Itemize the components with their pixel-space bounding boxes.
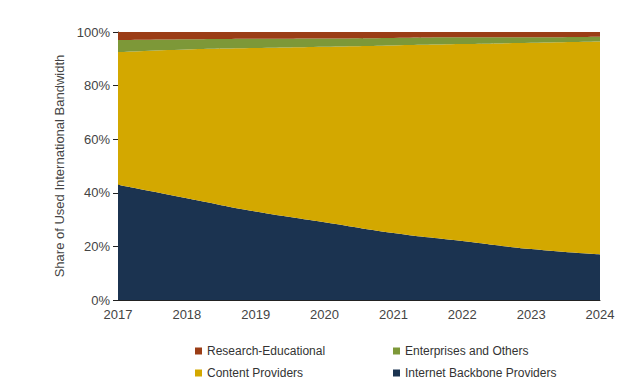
svg-text:2021: 2021 [379, 307, 408, 322]
svg-text:Enterprises and Others: Enterprises and Others [405, 344, 528, 358]
svg-text:2018: 2018 [172, 307, 201, 322]
svg-text:20%: 20% [84, 239, 110, 254]
svg-text:Content Providers: Content Providers [207, 366, 303, 380]
svg-text:2023: 2023 [517, 307, 546, 322]
svg-text:60%: 60% [84, 132, 110, 147]
svg-text:2020: 2020 [310, 307, 339, 322]
svg-text:Internet Backbone Providers: Internet Backbone Providers [405, 366, 556, 380]
svg-text:80%: 80% [84, 78, 110, 93]
svg-text:2017: 2017 [104, 307, 133, 322]
svg-text:Research-Educational: Research-Educational [207, 344, 325, 358]
svg-text:2022: 2022 [448, 307, 477, 322]
svg-text:Share of Used International Ba: Share of Used International Bandwidth [52, 55, 67, 278]
svg-text:40%: 40% [84, 185, 110, 200]
svg-text:100%: 100% [77, 25, 111, 40]
svg-text:2024: 2024 [586, 307, 615, 322]
svg-text:2019: 2019 [241, 307, 270, 322]
svg-text:0%: 0% [91, 293, 110, 308]
